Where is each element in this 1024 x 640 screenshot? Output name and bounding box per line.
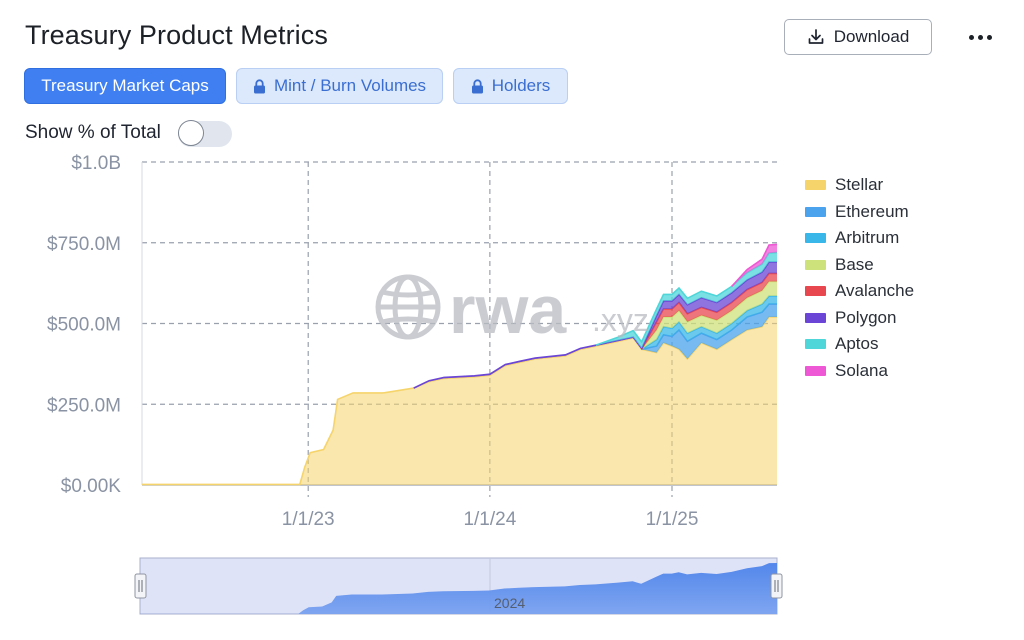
legend-label: Avalanche — [835, 281, 915, 301]
tab-treasury-market-caps[interactable]: Treasury Market Caps — [24, 68, 226, 104]
navigator-area — [140, 563, 777, 614]
legend-swatch — [805, 365, 826, 376]
range-navigator[interactable]: 2024 — [134, 557, 783, 615]
area-stellar — [142, 317, 777, 485]
legend-swatch — [805, 286, 826, 297]
chart-legend: Stellar Ethereum Arbitrum Base Avalanche Poly… — [805, 172, 914, 384]
legend-swatch — [805, 206, 826, 217]
legend-item-ethereum[interactable]: Ethereum — [805, 199, 914, 226]
rwa-watermark-logo: rwa .xyz — [375, 272, 649, 348]
legend-label: Ethereum — [835, 201, 909, 221]
globe-icon — [375, 274, 441, 340]
legend-item-base[interactable]: Base — [805, 252, 914, 279]
legend-item-arbitrum[interactable]: Arbitrum — [805, 225, 914, 252]
legend-item-stellar[interactable]: Stellar — [805, 172, 914, 199]
download-label: Download — [833, 27, 910, 46]
line-aptos — [595, 251, 778, 346]
line-solana — [731, 243, 778, 287]
legend-swatch — [805, 312, 826, 323]
watermark-main: rwa — [449, 272, 567, 348]
y-tick-label: $0.00K — [61, 476, 122, 497]
download-icon — [808, 29, 824, 44]
watermark-suffix: .xyz — [592, 302, 649, 338]
legend-label: Arbitrum — [835, 228, 900, 248]
navigator-left-handle[interactable] — [134, 573, 147, 599]
tab-mint-burn-volumes[interactable]: Mint / Burn Volumes — [236, 68, 443, 104]
legend-swatch — [805, 259, 826, 270]
y-tick-label: $250.0M — [47, 395, 121, 416]
toggle-knob — [178, 120, 204, 146]
download-button[interactable]: Download — [784, 19, 932, 55]
area-series — [142, 243, 778, 486]
legend-item-polygon[interactable]: Polygon — [805, 305, 914, 332]
legend-swatch — [805, 339, 826, 350]
tab-label: Holders — [491, 76, 551, 95]
legend-label: Polygon — [835, 307, 897, 327]
legend-label: Base — [835, 254, 874, 274]
tab-label: Mint / Burn Volumes — [273, 76, 427, 95]
y-tick-label: $1.0B — [71, 153, 121, 174]
y-tick-label: $750.0M — [47, 234, 121, 255]
axes: $0.00K $250.0M $500.0M $750.0M $1.0B 1/1/23 1/… — [47, 153, 698, 530]
show-percent-label: Show % of Total — [25, 122, 161, 143]
legend-item-solana[interactable]: Solana — [805, 358, 914, 385]
x-tick-label: 1/1/24 — [463, 509, 516, 530]
tab-label: Treasury Market Caps — [41, 76, 209, 95]
legend-label: Solana — [835, 360, 888, 380]
legend-label: Aptos — [835, 334, 879, 354]
show-percent-toggle[interactable] — [178, 120, 232, 147]
page-title: Treasury Product Metrics — [25, 20, 328, 50]
legend-item-avalanche[interactable]: Avalanche — [805, 278, 914, 305]
legend-label: Stellar — [835, 175, 884, 195]
navigator-right-handle[interactable] — [770, 573, 783, 599]
lock-icon — [253, 78, 265, 93]
tab-holders[interactable]: Holders — [453, 68, 568, 104]
legend-swatch — [805, 233, 826, 244]
legend-item-aptos[interactable]: Aptos — [805, 331, 914, 358]
lock-icon — [471, 78, 483, 93]
more-options-icon[interactable] — [964, 20, 996, 54]
x-tick-label: 1/1/23 — [282, 509, 335, 530]
navigator-year-label: 2024 — [494, 595, 525, 611]
legend-swatch — [805, 180, 826, 191]
x-tick-label: 1/1/25 — [646, 509, 699, 530]
y-tick-label: $500.0M — [47, 315, 121, 336]
